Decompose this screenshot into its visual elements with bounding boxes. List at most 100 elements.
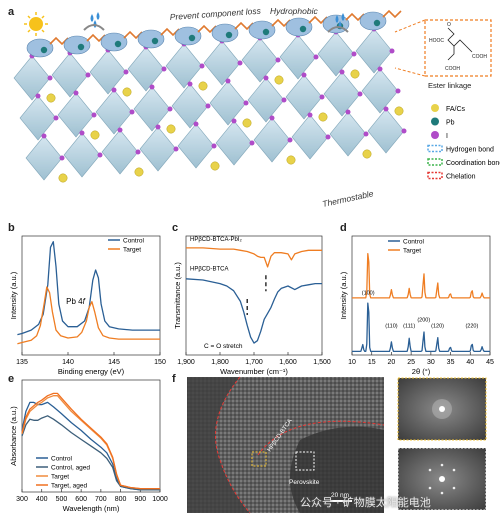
- x-tick-label: 45: [486, 359, 494, 366]
- deflect-arrow-icon: [327, 26, 349, 33]
- iodide-atom: [263, 75, 269, 81]
- cation-atom: [122, 87, 132, 97]
- octahedron-shape: [13, 55, 51, 101]
- iodide-atom: [225, 78, 231, 84]
- octahedron-shape: [25, 135, 63, 181]
- iodide-atom: [79, 130, 85, 136]
- peak-annotation-sub: f: [83, 297, 86, 306]
- fft-diffraction-spots: [428, 463, 456, 495]
- lead-atom: [114, 40, 122, 48]
- y-axis-label: Absorbance (a.u.): [9, 406, 18, 466]
- cyclodextrin-shape: [174, 26, 202, 46]
- iodide-atom: [155, 124, 161, 130]
- cyclodextrin-shape: [285, 17, 313, 37]
- btca-linker-shape: [382, 9, 402, 19]
- cation-atom: [286, 155, 296, 165]
- series-line: [185, 278, 322, 344]
- octahedron-shape: [101, 129, 139, 175]
- cation-atom: [90, 130, 100, 140]
- iodide-atom: [395, 88, 401, 94]
- x-axis-label: Binding energy (eV): [58, 367, 125, 376]
- x-tick-label: 10: [348, 359, 356, 366]
- legend-marker: [431, 131, 439, 139]
- legend-label: Hydrogen bond: [446, 147, 494, 154]
- octahedron-shape: [247, 77, 285, 123]
- panel-letter-b: b: [8, 222, 15, 234]
- x-tick-label: 1,800: [211, 359, 229, 366]
- peak-label: (120): [431, 324, 444, 330]
- watermark-text: 公众号 · 矿物膜太阳能电池: [300, 497, 431, 509]
- octahedron-shape: [241, 37, 279, 83]
- iodide-atom: [73, 90, 79, 96]
- iodide-atom: [363, 131, 369, 137]
- interface-boundary-line: [257, 420, 385, 456]
- iodide-atom: [91, 112, 97, 118]
- iodide-atom: [287, 137, 293, 143]
- x-tick-label: 15: [368, 359, 376, 366]
- series-line: [352, 302, 490, 353]
- iodide-atom: [345, 109, 351, 115]
- octahedron-shape: [51, 52, 89, 98]
- peak-label: (111): [403, 324, 415, 330]
- octahedron-shape: [329, 111, 367, 157]
- octahedron-shape: [171, 83, 209, 129]
- series-line: [21, 392, 160, 490]
- series-line: [21, 415, 160, 491]
- octahedron-shape: [57, 92, 95, 138]
- octahedron-shape: [63, 132, 101, 178]
- panel-c-chart: 1,900 1,800 1,700 1,600 1,500 Wavenumber (cm⁻…: [173, 235, 331, 376]
- series-line-target: [17, 286, 160, 345]
- ester-linkage-inset: O HOOC COOH COOH Ester linkage: [394, 19, 492, 90]
- iodide-atom: [307, 112, 313, 118]
- x-tick-label: 135: [16, 359, 28, 366]
- iodide-atom: [167, 106, 173, 112]
- iodide-atom: [111, 87, 117, 93]
- inset-group-hooc: HOOC: [429, 38, 444, 44]
- iodide-atom: [237, 60, 243, 66]
- cyclodextrin-shape: [100, 32, 128, 52]
- iodide-atom: [149, 84, 155, 90]
- molecule-chain: [26, 9, 402, 58]
- peak-label: (110): [385, 324, 398, 330]
- cyclodextrin-shape: [359, 11, 387, 31]
- x-tick-label: 20: [388, 359, 396, 366]
- fft-region-box: [295, 451, 315, 471]
- iodide-atom: [351, 51, 357, 57]
- iodide-atom: [281, 97, 287, 103]
- iodide-atom: [187, 81, 193, 87]
- cation-atom: [166, 124, 176, 134]
- lead-atom: [225, 31, 233, 39]
- iodide-atom: [193, 121, 199, 127]
- x-tick-label: 150: [154, 359, 166, 366]
- iodide-atom: [205, 103, 211, 109]
- series-line: [352, 252, 490, 299]
- legend-label: Control: [123, 238, 145, 245]
- iodide-atom: [161, 66, 167, 72]
- iodide-atom: [47, 75, 53, 81]
- octahedron-shape: [355, 28, 393, 74]
- peak-label: (200): [417, 318, 430, 324]
- panel-a-schematic: Prevent component loss Hydrophobic Therm…: [13, 6, 500, 209]
- legend-label: Coordination bond: [446, 160, 500, 167]
- peak-label: (220): [465, 324, 478, 330]
- x-tick-label: 145: [108, 359, 120, 366]
- lead-atom: [262, 28, 270, 36]
- lead-atom: [77, 43, 85, 51]
- iodide-atom: [389, 48, 395, 54]
- cation-atom: [394, 106, 404, 116]
- cyclodextrin-shape: [137, 29, 165, 49]
- fft-region-box: [251, 451, 267, 467]
- lead-atom: [373, 19, 381, 27]
- cation-atom: [318, 112, 328, 122]
- octahedron-shape: [367, 108, 405, 154]
- legend-marker: [427, 171, 443, 180]
- annotation-co-stretch: C = O stretch: [204, 343, 243, 350]
- x-tick-label: 500: [56, 496, 68, 503]
- octahedron-shape: [323, 71, 361, 117]
- octahedron-shape: [165, 43, 203, 89]
- legend-label: FA/Cs: [446, 106, 466, 113]
- iodide-atom: [243, 100, 249, 106]
- x-tick-label: 35: [447, 359, 455, 366]
- panel-letter-c: c: [172, 222, 179, 234]
- lead-atom: [188, 34, 196, 42]
